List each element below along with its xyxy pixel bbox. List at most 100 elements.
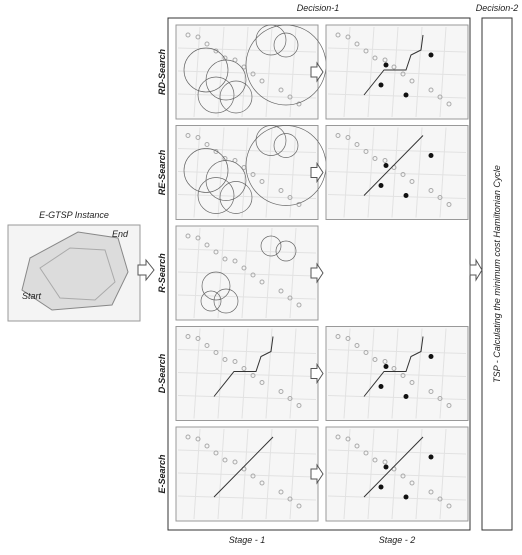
target [383,62,389,68]
map-node [296,403,302,408]
map-node [278,288,284,294]
target [403,92,409,98]
map-street [415,127,423,218]
map-node [195,336,201,341]
map-node [382,459,388,465]
target [403,193,409,198]
map-street [177,271,317,277]
search-circle [183,148,229,193]
decision-2-box [481,17,513,531]
map-street [289,127,297,218]
target [383,464,389,470]
map-node [354,443,360,449]
map-node [287,295,293,301]
map-node [213,249,219,255]
map-node [372,156,378,161]
map-node [222,256,228,262]
map-node [195,135,201,140]
arrow [310,161,324,184]
decision-1-label: Decision-1 [297,3,340,13]
map-node [232,258,238,264]
map-node [259,380,265,385]
route [363,135,424,196]
map-node [372,357,378,362]
map-street [177,395,317,400]
search-circle [273,133,299,158]
map-node [204,41,210,47]
target [383,364,389,369]
map-node [195,34,201,40]
map-node [437,195,443,200]
route [213,436,274,498]
map-node [428,188,434,193]
row-label: D-Search [157,353,167,393]
map-node [400,373,406,378]
map-node [296,302,302,308]
search-circle [255,24,287,56]
map-node [259,279,265,285]
search-circle [213,288,239,314]
map-node [250,172,256,177]
map-street [265,227,273,319]
arrow [469,258,483,282]
route [363,336,424,397]
map-node [345,336,351,341]
map-node [400,172,406,177]
map-street [241,328,249,419]
map-street [327,148,467,153]
map-node [437,94,443,100]
route [363,34,424,96]
tsp-label: TSP - Calculating the minimum cost Hamil… [492,165,502,383]
map-node [446,403,452,408]
target [378,484,384,490]
map-street [265,26,273,118]
map-node [335,32,341,38]
map-node [232,359,238,364]
target [383,163,389,168]
search-circle [197,76,235,114]
map-node [222,357,228,362]
map-node [345,135,351,140]
map-street [177,449,317,455]
arrow [310,61,324,83]
target [428,52,434,58]
map-street [177,472,317,478]
target [428,354,434,359]
search-circle [275,240,297,262]
map-street [241,428,249,520]
map-node [409,78,415,84]
map-street [177,495,317,501]
map-street [327,47,467,53]
map-street [241,227,249,319]
search-circle [273,32,299,58]
instance-title: E-GTSP Instance [39,210,109,220]
map-street [177,349,317,354]
row-label: E-Search [157,454,167,494]
search-circle [200,290,222,312]
map-node [204,443,210,449]
search-circle [201,271,231,301]
stage-label: Stage - 1 [229,535,266,545]
row-label: RD-Search [157,48,167,95]
map-node [296,202,302,207]
map-node [250,473,256,479]
map-node [335,334,341,339]
map-node [213,48,219,54]
row-label: RE-Search [157,149,167,195]
map-node [409,480,415,486]
map-street [327,171,467,176]
map-street [327,194,467,199]
map-node [354,343,360,348]
map-node [428,489,434,495]
map-node [259,480,265,486]
arrow [137,258,155,282]
target [378,82,384,88]
map-node [185,334,191,339]
map-street [327,449,467,455]
map-node [195,436,201,442]
map-node [428,389,434,394]
map-street [391,26,399,118]
map-node [278,489,284,495]
arrow [310,262,324,284]
map-node [446,503,452,509]
